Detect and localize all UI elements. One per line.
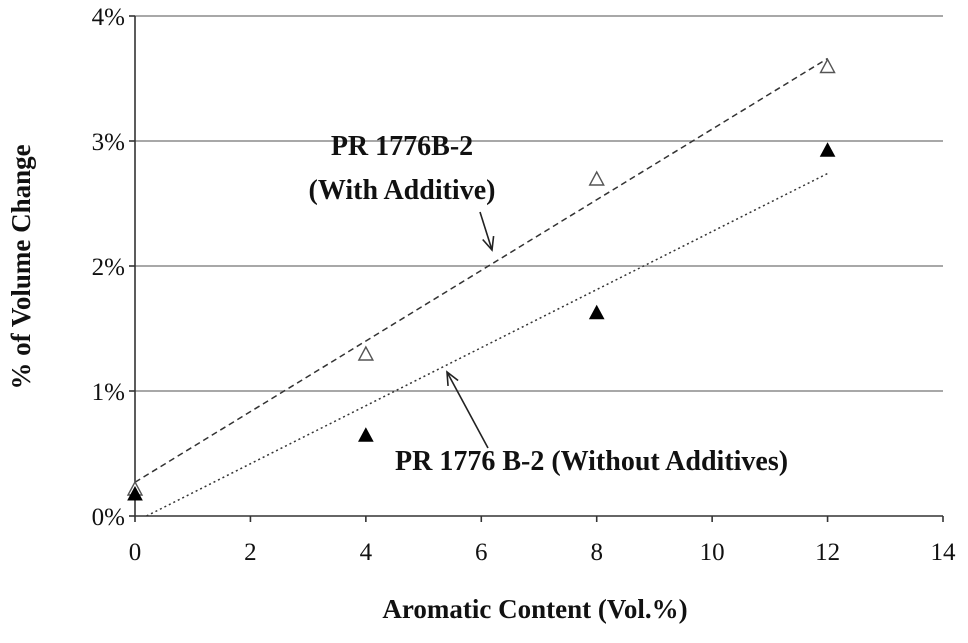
marker-without-additives	[127, 485, 143, 501]
annotation-with-additive-line2: (With Additive)	[309, 175, 496, 206]
marker-without-additives	[358, 427, 374, 442]
arrow-with-additive	[479, 211, 493, 251]
data-points	[126, 58, 836, 501]
x-tick-label: 8	[590, 539, 603, 566]
marker-with-additive	[819, 58, 836, 74]
x-tick-labels: 0 2 4 6 8 10 12 14	[129, 539, 956, 566]
trendline-without-additives	[146, 172, 828, 517]
annotation-with-additive-line1: PR 1776B-2	[331, 131, 473, 162]
y-tick-label: 2%	[92, 254, 125, 281]
x-axis-title: Aromatic Content (Vol.%)	[382, 594, 687, 624]
y-axis-title: % of Volume Change	[6, 144, 36, 389]
y-tick-label: 3%	[92, 129, 125, 156]
marker-with-additive	[357, 345, 375, 361]
annotation-arrows	[446, 211, 495, 449]
x-tick-label: 14	[931, 539, 957, 566]
trendlines	[134, 57, 828, 517]
x-tick-label: 10	[700, 539, 725, 566]
trendline-with-additive	[134, 57, 828, 483]
arrow-without-additives	[446, 371, 489, 449]
arrow-with-additive-head	[482, 235, 495, 252]
marker-with-additive	[588, 170, 605, 186]
y-tick-labels: 0% 1% 2% 3% 4%	[92, 4, 125, 531]
annotation-without-additives: PR 1776 B-2 (Without Additives)	[395, 446, 788, 477]
x-tick-label: 6	[475, 539, 488, 566]
arrow-without-additives-head	[446, 370, 459, 387]
x-tick-label: 4	[360, 539, 373, 566]
x-tick-label: 2	[244, 539, 257, 566]
marker-without-additives	[588, 304, 605, 320]
y-tick-label: 4%	[92, 4, 125, 31]
marker-without-additives	[819, 142, 836, 157]
gridlines	[135, 15, 943, 392]
x-tick-label: 0	[129, 539, 142, 566]
y-tick-label: 0%	[92, 504, 125, 531]
axes	[129, 15, 944, 522]
y-tick-label: 1%	[92, 379, 125, 406]
x-tick-label: 12	[815, 539, 840, 566]
